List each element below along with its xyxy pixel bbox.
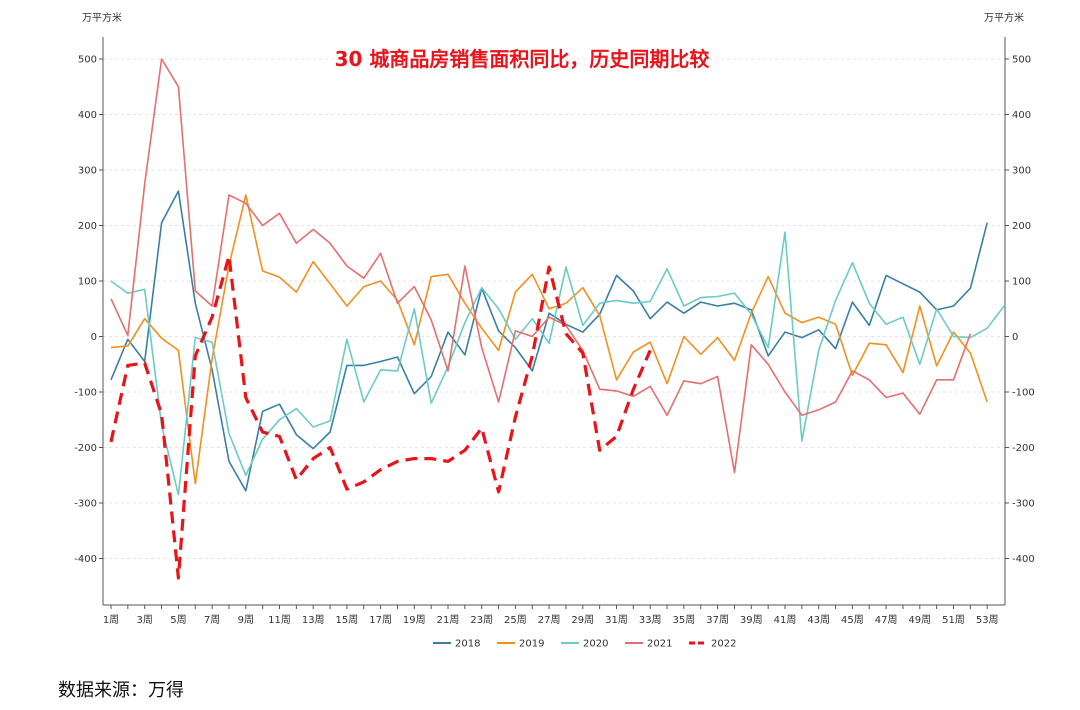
y-tick-label-right: -200 [1012, 443, 1035, 454]
series-line-2020 [110, 231, 1005, 496]
x-tick-label: 7周 [204, 614, 220, 626]
y-tick-label-left: 200 [78, 221, 97, 232]
y-tick-label-left: 100 [78, 277, 97, 288]
y-axis-unit-right: 万平方米 [984, 11, 1024, 24]
x-tick-label: 29周 [571, 614, 594, 626]
y-tick-label-left: 300 [78, 166, 97, 177]
x-tick-label: 35周 [673, 614, 696, 626]
x-tick-label: 9周 [238, 614, 254, 626]
x-tick-label: 37周 [706, 614, 729, 626]
line-chart: 万平方米 万平方米 30 城商品房销售面积同比，历史同期比较 -400 -400-… [74, 11, 1034, 650]
y-tick-label-right: -400 [1012, 554, 1035, 565]
legend[interactable]: 2018 2019 2020 2021 2022 [433, 639, 736, 650]
x-tick-label: 15周 [336, 614, 359, 626]
series-line-2021 [110, 58, 972, 474]
legend-label-2020: 2020 [583, 639, 608, 650]
x-tick-label: 11周 [268, 614, 291, 626]
legend-label-2021: 2021 [647, 639, 672, 650]
y-tick-label-left: -300 [74, 499, 97, 510]
axes [99, 37, 1009, 609]
x-tick-label: 53周 [976, 614, 999, 626]
legend-label-2018: 2018 [455, 639, 480, 650]
x-tick-labels: 1周 3周 5周 7周 9周 11周 13周 15周 17周 19周 21周 23周 25周 27周 29周… [103, 614, 999, 626]
x-tick-label: 3周 [137, 614, 153, 626]
y-tick-label-right: -300 [1012, 499, 1035, 510]
y-tick-label-right: 300 [1012, 166, 1031, 177]
y-tick-label-left: 400 [78, 110, 97, 121]
x-tick-label: 21周 [437, 614, 460, 626]
y-tick-label-left: 500 [78, 55, 97, 66]
chart-title: 30 城商品房销售面积同比，历史同期比较 [335, 47, 710, 71]
series-line-2019 [110, 194, 988, 485]
source-note: 数据来源：万得 [58, 680, 184, 701]
x-tick-label: 23周 [470, 614, 493, 626]
x-tick-label: 5周 [170, 614, 186, 626]
y-tick-label-right: 0 [1012, 332, 1018, 343]
x-tick-label: 13周 [302, 614, 325, 626]
x-tick-label: 47周 [875, 614, 898, 626]
y-axis-unit-left: 万平方米 [82, 11, 122, 24]
grid-lines [103, 58, 1005, 559]
y-tick-label-right: -100 [1012, 388, 1035, 399]
x-tick-label: 45周 [841, 614, 864, 626]
y-tick-labels: -400 -400 -300 -300 -200 -200 -100 -100 0 0 100 100… [74, 55, 1034, 566]
x-tick-label: 39周 [740, 614, 763, 626]
series-lines [109, 58, 1005, 580]
legend-label-2019: 2019 [519, 639, 544, 650]
x-tick-label: 17周 [369, 614, 392, 626]
y-tick-label-right: 400 [1012, 110, 1031, 121]
y-tick-label-left: -200 [74, 443, 97, 454]
y-tick-label-left: -100 [74, 388, 97, 399]
y-tick-label-right: 100 [1012, 277, 1031, 288]
x-tick-label: 49周 [908, 614, 931, 626]
x-tick-label: 33周 [639, 614, 662, 626]
y-tick-label-left: 0 [91, 332, 97, 343]
y-tick-label-left: -400 [74, 554, 97, 565]
x-tick-label: 31周 [605, 614, 628, 626]
y-tick-label-right: 500 [1012, 55, 1031, 66]
x-tick-label: 19周 [403, 614, 426, 626]
x-tick-label: 25周 [504, 614, 527, 626]
series-line-2022 [109, 254, 652, 580]
x-tick-label: 43周 [807, 614, 830, 626]
x-tick-label: 41周 [774, 614, 797, 626]
x-tick-label: 27周 [538, 614, 561, 626]
y-tick-label-right: 200 [1012, 221, 1031, 232]
x-tick-label: 1周 [103, 614, 119, 626]
series-line-2018 [110, 190, 988, 492]
x-tick-label: 51周 [942, 614, 965, 626]
legend-label-2022: 2022 [711, 639, 736, 650]
